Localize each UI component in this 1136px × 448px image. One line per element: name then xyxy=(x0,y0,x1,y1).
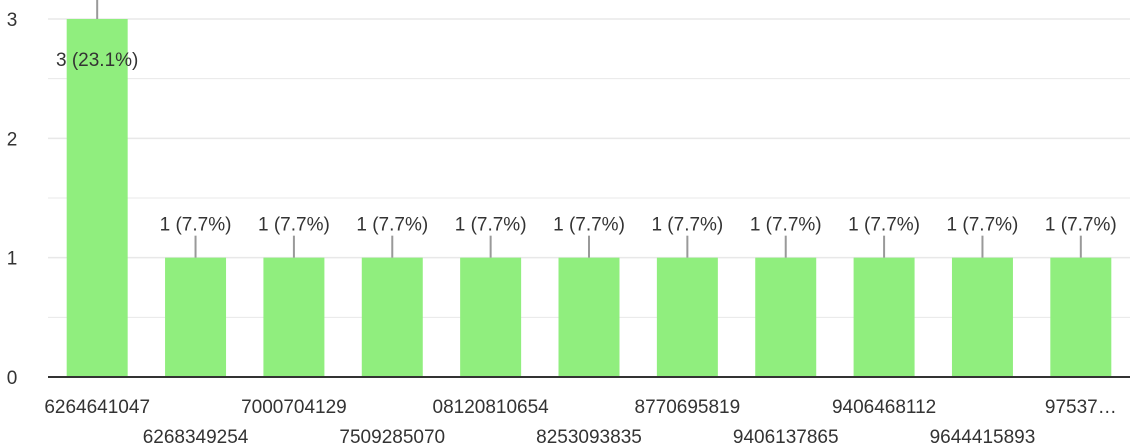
bar xyxy=(656,257,718,377)
data-label: 1 (7.7%) xyxy=(750,215,822,236)
x-tick-label: 08120810654 xyxy=(433,397,550,418)
bar xyxy=(165,257,227,377)
data-label: 3 (23.1%) xyxy=(56,50,138,71)
bar xyxy=(66,19,128,377)
x-tick-label: 9406468112 xyxy=(832,397,936,418)
y-tick-label: 3 xyxy=(7,10,18,31)
data-label: 1 (7.7%) xyxy=(160,215,232,236)
bar xyxy=(263,257,325,377)
bar xyxy=(361,257,423,377)
bar xyxy=(853,257,915,377)
data-label: 1 (7.7%) xyxy=(356,215,428,236)
data-label: 1 (7.7%) xyxy=(947,215,1019,236)
bar xyxy=(558,257,620,377)
bar xyxy=(460,257,522,377)
gridlines xyxy=(48,18,1130,318)
bar xyxy=(755,257,817,377)
data-label: 1 (7.7%) xyxy=(553,215,625,236)
x-tick-label: 8253093835 xyxy=(536,427,642,448)
bars xyxy=(66,19,1112,377)
bar xyxy=(951,257,1013,377)
data-label: 1 (7.7%) xyxy=(258,215,330,236)
x-tick-label: 8770695819 xyxy=(635,397,741,418)
y-tick-label: 0 xyxy=(7,368,18,389)
data-label: 1 (7.7%) xyxy=(651,215,723,236)
x-tick-label: 7509285070 xyxy=(339,427,445,448)
x-tick-label: 97537… xyxy=(1045,397,1117,418)
x-tick-label: 9406137865 xyxy=(733,427,839,448)
y-tick-label: 2 xyxy=(7,129,18,150)
x-tick-label: 9644415893 xyxy=(930,427,1036,448)
x-tick-label: 6264641047 xyxy=(44,397,150,418)
y-tick-label: 1 xyxy=(7,249,18,270)
data-label: 1 (7.7%) xyxy=(455,215,527,236)
data-label: 1 (7.7%) xyxy=(1045,215,1117,236)
x-tick-label: 7000704129 xyxy=(241,397,347,418)
x-tick-label: 6268349254 xyxy=(143,427,249,448)
data-label: 1 (7.7%) xyxy=(848,215,920,236)
data-labels: 3 (23.1%) 1 (7.7%) 1 (7.7%) 1 (7.7%) 1 (7.7%… xyxy=(56,0,1117,258)
y-axis-ticks: 0 1 2 3 xyxy=(7,10,18,389)
bar xyxy=(1050,257,1112,377)
x-axis-ticks: 6264641047 6268349254 7000704129 7509285070… xyxy=(44,397,1116,448)
